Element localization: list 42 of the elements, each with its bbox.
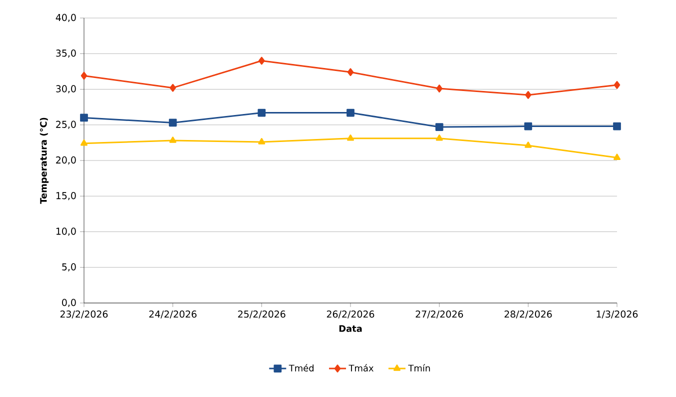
y-tick-label: 30,0 bbox=[56, 85, 76, 94]
point bbox=[614, 81, 620, 89]
point bbox=[258, 138, 266, 144]
x-tick-label: 28/2/2026 bbox=[504, 310, 552, 318]
point bbox=[613, 154, 621, 160]
point bbox=[436, 134, 443, 141]
x-tick-label: 27/2/2026 bbox=[416, 310, 463, 318]
y-tick-label: 25,0 bbox=[56, 120, 76, 129]
y-tick-label: 15,0 bbox=[56, 192, 76, 200]
point bbox=[168, 118, 177, 127]
y-axis-title: Temperatura (°C) bbox=[40, 118, 49, 204]
point bbox=[346, 108, 354, 117]
y-tick-label: 40,0 bbox=[56, 14, 76, 22]
point bbox=[169, 136, 176, 143]
y-tick-label: 5,0 bbox=[62, 263, 76, 272]
x-tick-label: 25/2/2026 bbox=[238, 310, 286, 318]
point bbox=[346, 134, 354, 141]
y-tick-label: 20,0 bbox=[56, 156, 76, 165]
point bbox=[80, 139, 88, 146]
point bbox=[613, 122, 621, 130]
x-tick-label: 1/3/2026 bbox=[596, 310, 638, 318]
point bbox=[80, 72, 88, 80]
point bbox=[347, 68, 354, 76]
legend-label: Tmín bbox=[408, 364, 430, 372]
point bbox=[436, 84, 442, 92]
x-tick-label: 24/2/2026 bbox=[149, 310, 196, 318]
point bbox=[525, 91, 532, 99]
point bbox=[435, 123, 444, 131]
legend-label: Tmáx bbox=[348, 364, 374, 372]
point bbox=[80, 114, 88, 122]
point bbox=[524, 142, 532, 148]
y-tick-label: 0,0 bbox=[62, 298, 76, 308]
point bbox=[258, 56, 265, 65]
x-tick-label: 23/2/2026 bbox=[60, 310, 108, 318]
x-axis-title: Data bbox=[339, 325, 362, 332]
point bbox=[170, 84, 176, 92]
point bbox=[524, 122, 532, 130]
point bbox=[258, 108, 266, 117]
x-tick-label: 26/2/2026 bbox=[326, 310, 374, 318]
y-tick-label: 35,0 bbox=[56, 50, 76, 58]
legend-label: Tméd bbox=[288, 364, 314, 372]
y-tick-label: 10,0 bbox=[56, 228, 76, 236]
